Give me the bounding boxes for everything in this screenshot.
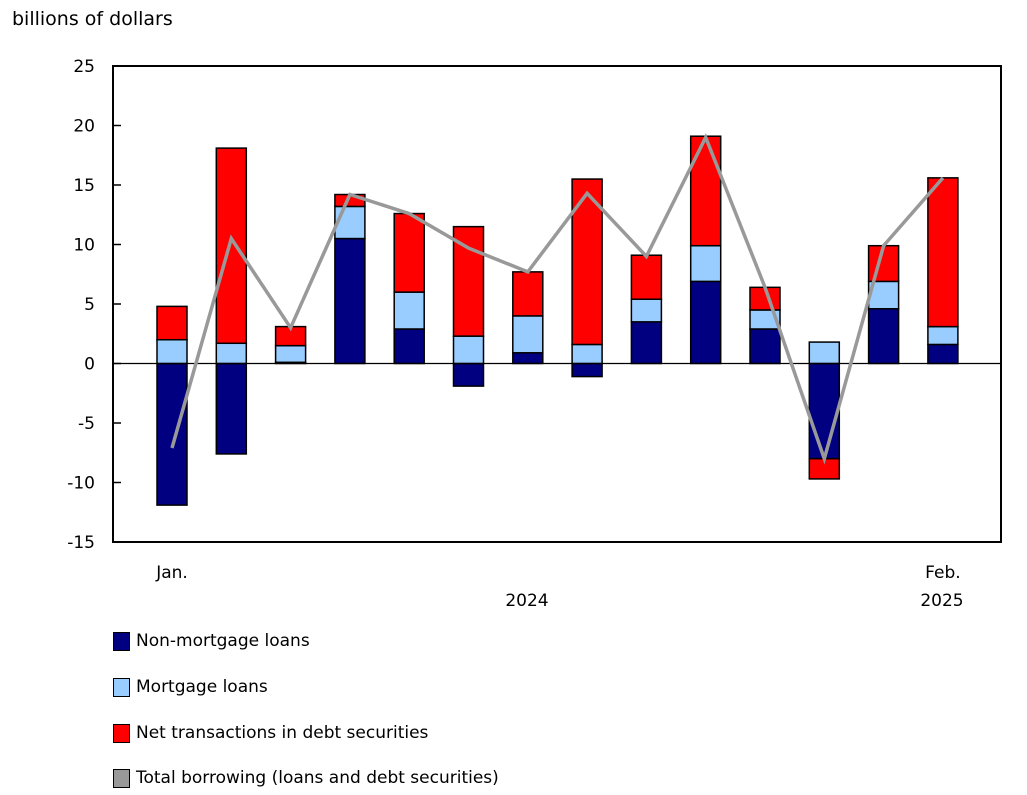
bar-non-mortgage-loans [689,280,722,365]
chart: 25 20 15 10 5 0 -5 -10 -15 Jan. Feb. 2024 2025 [67,57,1002,611]
bar-mortgage-loans [274,344,307,364]
bar-non-mortgage-loans [393,328,425,365]
bar-mortgage-loans [808,341,841,365]
bar-non-mortgage-loans [927,343,959,365]
legend-label: Mortgage loans [136,677,268,697]
bar-non-mortgage-loans [630,321,663,365]
bar-non-mortgage-loans [808,362,841,460]
legend-label: Total borrowing (loans and debt securiti… [136,768,499,788]
legend-item-total-borrowing: Total borrowing (loans and debt securiti… [113,768,499,788]
bar-net-transactions-in-debt-securities [689,135,722,247]
bar-net-transactions-in-debt-securities [156,305,188,341]
legend-swatch [113,768,130,788]
y-tick-label: 20 [73,117,95,137]
legend-label: Non-mortgage loans [136,631,310,651]
bar-non-mortgage-loans [512,352,544,365]
bar-non-mortgage-loans [452,362,485,387]
y-tick-label: -10 [67,474,95,494]
bar-mortgage-loans [452,335,485,365]
y-tick-label: 15 [73,176,95,196]
x-tick-label: Jan. [155,563,188,583]
legend-item-debt-securities: Net transactions in debt securities [113,723,428,743]
bar-net-transactions-in-debt-securities [215,147,248,345]
bar-non-mortgage-loans [156,362,188,506]
y-axis-title: billions of dollars [12,8,173,30]
y-tick-label: 0 [84,355,95,375]
bar-net-transactions-in-debt-securities [512,271,544,317]
x-year-label: 2024 [505,591,548,611]
legend-item-mortgage-loans: Mortgage loans [113,677,268,697]
bar-mortgage-loans [927,325,959,346]
bar-mortgage-loans [156,338,188,365]
total-borrowing-line [170,133,945,465]
y-tick-label: 25 [73,57,95,77]
bar-mortgage-loans [512,315,544,354]
bar-non-mortgage-loans [215,362,248,455]
y-tick-label: 10 [73,236,95,256]
bar-net-transactions-in-debt-securities [452,225,485,337]
bar-mortgage-loans [334,205,366,240]
y-tick-label: -5 [78,414,95,434]
legend-swatch [113,631,130,651]
bar-mortgage-loans [571,343,603,365]
bar-non-mortgage-loans [334,237,366,365]
x-year-label: 2025 [920,591,963,611]
bar-mortgage-loans [689,244,722,283]
bar-non-mortgage-loans [749,328,781,365]
legend-swatch [113,723,130,743]
bar-mortgage-loans [215,342,248,365]
y-tick-label: -15 [67,533,95,553]
bar-net-transactions-in-debt-securities [393,212,425,293]
bar-net-transactions-in-debt-securities [927,177,959,328]
bar-mortgage-loans [630,298,663,323]
legend-swatch [113,677,130,697]
y-tick-label: 5 [84,295,95,315]
legend-label: Net transactions in debt securities [136,723,429,743]
bar-non-mortgage-loans [571,362,603,378]
bar-net-transactions-in-debt-securities [630,254,663,300]
bar-mortgage-loans [393,291,425,330]
legend-item-non-mortgage-loans: Non-mortgage loans [113,631,310,651]
bar-non-mortgage-loans [867,308,900,365]
x-tick-label: Feb. [925,563,961,583]
